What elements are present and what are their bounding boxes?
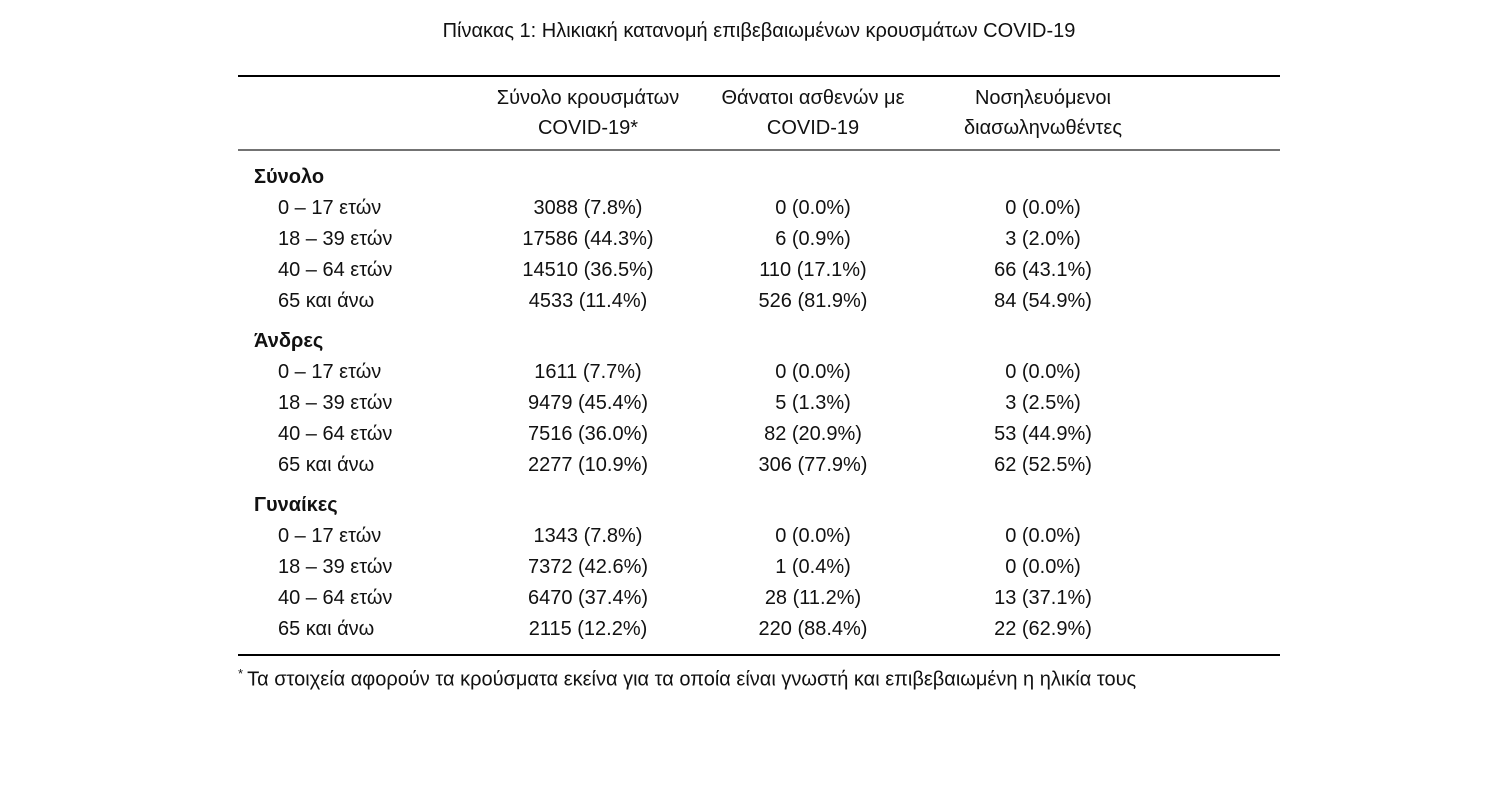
deaths-cell: 110 (17.1%): [759, 259, 867, 281]
header-intubated-line1: Νοσηλευόμενοι: [974, 87, 1111, 109]
section-men: Άνδρες 0 – 17 ετών 1611 (7.7%) 0 (0.0%) …: [238, 326, 1280, 481]
deaths-cell: 5 (1.3%): [775, 392, 851, 414]
cases-cell: 1343 (7.8%): [533, 525, 643, 547]
table-row: 0 – 17 ετών 1343 (7.8%) 0 (0.0%) 0 (0.0%…: [238, 521, 1280, 552]
intubated-cell: 0 (0.0%): [1005, 361, 1081, 383]
cases-cell: 14510 (36.5%): [522, 259, 654, 281]
cases-cell: 17586 (44.3%): [522, 228, 654, 250]
intubated-cell: 0 (0.0%): [1005, 525, 1081, 547]
deaths-cell: 82 (20.9%): [764, 423, 862, 445]
table-row: 40 – 64 ετών 14510 (36.5%) 110 (17.1%) 6…: [238, 255, 1280, 286]
table-title: Πίνακας 1: Ηλικιακή κατανομή επιβεβαιωμέ…: [442, 20, 1076, 42]
intubated-cell: 22 (62.9%): [994, 618, 1092, 640]
intubated-cell: 3 (2.5%): [1005, 392, 1081, 414]
cases-cell: 2277 (10.9%): [527, 454, 649, 476]
age-group-cell: 65 και άνω: [278, 454, 375, 476]
age-group-cell: 40 – 64 ετών: [278, 259, 393, 281]
deaths-cell: 28 (11.2%): [764, 587, 862, 609]
header-deaths: Θάνατοι ασθενών με COVID-19: [698, 83, 928, 143]
cases-cell: 7372 (42.6%): [527, 556, 649, 578]
header-row-label-spacer: [238, 83, 478, 143]
age-group-cell: 0 – 17 ετών: [278, 361, 382, 383]
table-row: 65 και άνω 2115 (12.2%) 220 (88.4%) 22 (…: [238, 614, 1280, 645]
header-total-cases: Σύνολο κρουσμάτων COVID-19*: [478, 83, 698, 143]
section-label: Άνδρες: [254, 330, 324, 352]
table-row: 0 – 17 ετών 3088 (7.8%) 0 (0.0%) 0 (0.0%…: [238, 193, 1280, 224]
deaths-cell: 0 (0.0%): [775, 525, 851, 547]
table-row: 18 – 39 ετών 7372 (42.6%) 1 (0.4%) 0 (0.…: [238, 552, 1280, 583]
intubated-cell: 0 (0.0%): [1005, 556, 1081, 578]
intubated-cell: 13 (37.1%): [994, 587, 1092, 609]
cases-cell: 7516 (36.0%): [527, 423, 649, 445]
intubated-cell: 3 (2.0%): [1005, 228, 1081, 250]
deaths-cell: 306 (77.9%): [758, 454, 868, 476]
age-group-cell: 40 – 64 ετών: [278, 587, 393, 609]
intubated-cell: 62 (52.5%): [994, 454, 1092, 476]
age-group-cell: 65 και άνω: [278, 618, 375, 640]
age-group-cell: 0 – 17 ετών: [278, 197, 382, 219]
deaths-cell: 6 (0.9%): [775, 228, 851, 250]
table-row: 40 – 64 ετών 7516 (36.0%) 82 (20.9%) 53 …: [238, 419, 1280, 450]
intubated-cell: 53 (44.9%): [994, 423, 1092, 445]
intubated-cell: 84 (54.9%): [994, 290, 1092, 312]
deaths-cell: 0 (0.0%): [775, 197, 851, 219]
section-total: Σύνολο 0 – 17 ετών 3088 (7.8%) 0 (0.0%) …: [238, 162, 1280, 317]
cases-cell: 6470 (37.4%): [527, 587, 649, 609]
age-group-cell: 65 και άνω: [278, 290, 375, 312]
deaths-cell: 220 (88.4%): [758, 618, 868, 640]
age-group-cell: 40 – 64 ετών: [278, 423, 393, 445]
header-total-cases-line2: COVID-19*: [537, 117, 639, 139]
section-women: Γυναίκες 0 – 17 ετών 1343 (7.8%) 0 (0.0%…: [238, 490, 1280, 645]
header-intubated: Νοσηλευόμενοι διασωληνωθέντες: [928, 83, 1158, 143]
table-header-row: Σύνολο κρουσμάτων COVID-19* Θάνατοι ασθε…: [238, 75, 1280, 151]
table-row: 65 και άνω 2277 (10.9%) 306 (77.9%) 62 (…: [238, 450, 1280, 481]
table-footnote: * Τα στοιχεία αφορούν τα κρούσματα εκείνα…: [238, 654, 1280, 694]
cases-cell: 4533 (11.4%): [528, 290, 648, 312]
deaths-cell: 0 (0.0%): [775, 361, 851, 383]
table-row: 40 – 64 ετών 6470 (37.4%) 28 (11.2%) 13 …: [238, 583, 1280, 614]
section-label: Γυναίκες: [254, 494, 338, 516]
footnote-text: Τα στοιχεία αφορούν τα κρούσματα εκείνα …: [247, 668, 1137, 691]
intubated-cell: 66 (43.1%): [994, 259, 1092, 281]
table-body: Σύνολο 0 – 17 ετών 3088 (7.8%) 0 (0.0%) …: [238, 151, 1280, 645]
table-row: 65 και άνω 4533 (11.4%) 526 (81.9%) 84 (…: [238, 286, 1280, 317]
table-row: 18 – 39 ετών 17586 (44.3%) 6 (0.9%) 3 (2…: [238, 224, 1280, 255]
cases-cell: 3088 (7.8%): [533, 197, 643, 219]
header-deaths-line2: COVID-19: [766, 117, 860, 139]
table-row: 0 – 17 ετών 1611 (7.7%) 0 (0.0%) 0 (0.0%…: [238, 357, 1280, 388]
cases-cell: 9479 (45.4%): [527, 392, 649, 414]
cases-cell: 1611 (7.7%): [534, 361, 642, 383]
header-intubated-line2: διασωληνωθέντες: [964, 117, 1122, 139]
section-label: Σύνολο: [254, 166, 325, 188]
footnote-asterisk: *: [238, 666, 244, 681]
age-group-cell: 18 – 39 ετών: [278, 228, 393, 250]
cases-cell: 2115 (12.2%): [528, 618, 648, 640]
age-group-cell: 18 – 39 ετών: [278, 556, 393, 578]
age-group-cell: 18 – 39 ετών: [278, 392, 393, 414]
header-total-cases-line1: Σύνολο κρουσμάτων: [496, 87, 680, 109]
age-group-cell: 0 – 17 ετών: [278, 525, 382, 547]
deaths-cell: 1 (0.4%): [775, 556, 851, 578]
deaths-cell: 526 (81.9%): [758, 290, 868, 312]
table-row: 18 – 39 ετών 9479 (45.4%) 5 (1.3%) 3 (2.…: [238, 388, 1280, 419]
intubated-cell: 0 (0.0%): [1005, 197, 1081, 219]
covid-age-distribution-table: Σύνολο κρουσμάτων COVID-19* Θάνατοι ασθε…: [238, 75, 1280, 694]
header-deaths-line1: Θάνατοι ασθενών με: [721, 87, 905, 109]
